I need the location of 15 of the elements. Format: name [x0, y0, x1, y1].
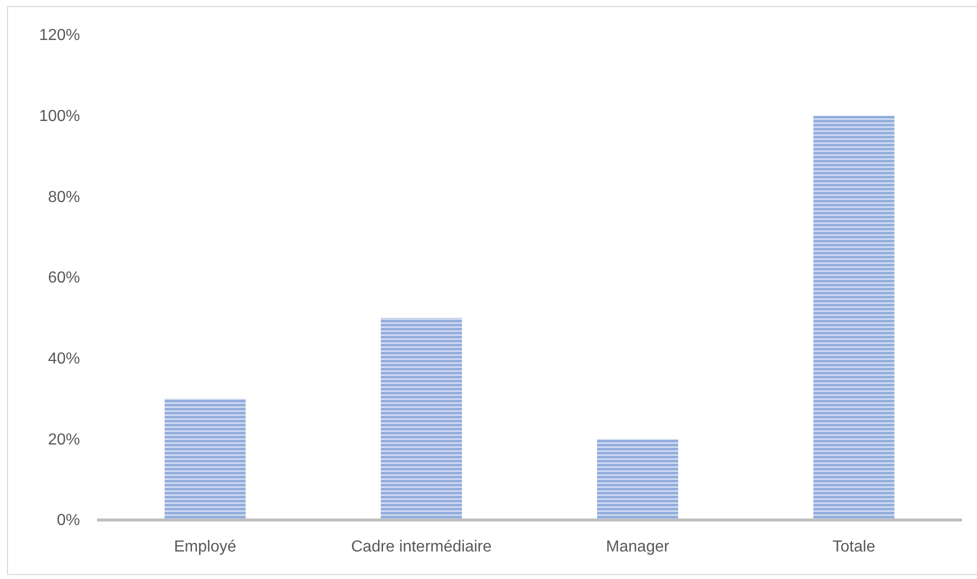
y-tick-label: 120% [39, 27, 80, 44]
x-tick-label: Manager [606, 538, 670, 556]
y-tick-label: 100% [39, 108, 80, 125]
bar [597, 439, 678, 520]
x-tick-label: Cadre intermédiaire [351, 538, 492, 556]
y-tick-label: 0% [56, 512, 80, 530]
bar [380, 318, 462, 520]
y-tick-label: 40% [48, 350, 80, 368]
bar [164, 398, 246, 520]
x-tick-label: Employé [174, 538, 236, 556]
bar [813, 116, 894, 520]
y-tick-label: 60% [48, 270, 80, 287]
x-tick-label: Totale [832, 538, 876, 556]
y-tick-label: 80% [48, 188, 80, 206]
y-tick-label: 20% [48, 431, 80, 448]
